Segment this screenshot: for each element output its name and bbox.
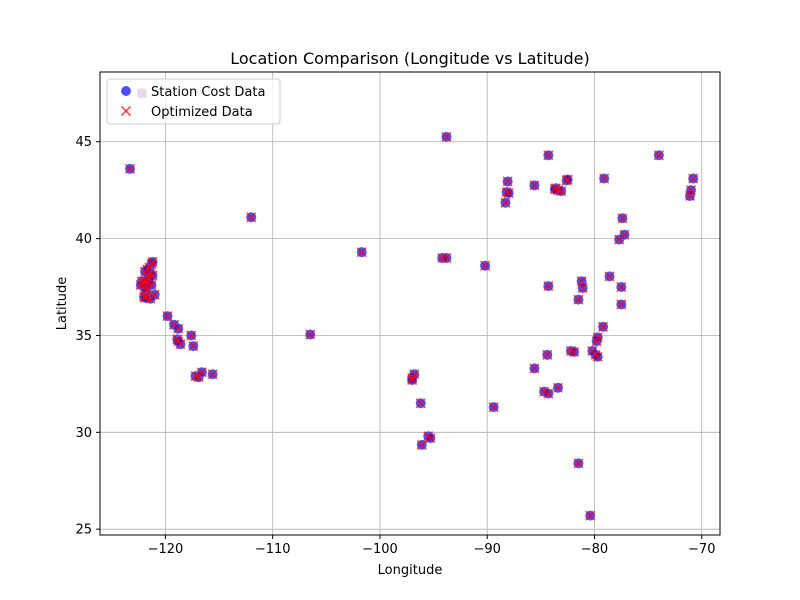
optimized-point [598,321,609,332]
y-tick-label: 25 [75,523,92,538]
optimized-point [407,374,418,386]
x-tick-label: −120 [148,542,184,557]
optimized-point [619,229,630,240]
x-axis-label: Longitude [378,563,443,578]
y-tick-label: 45 [75,135,92,150]
optimized-point [569,346,580,357]
legend-marker-optimized [120,105,132,117]
x-tick-label: −80 [581,542,608,557]
optimized-point [441,252,452,264]
optimized-point [188,341,199,352]
optimized-point [124,163,136,174]
optimized-point [416,439,427,450]
optimized-point [173,323,184,334]
legend-label-station-cost: Station Cost Data [151,85,265,100]
plot-frame [99,71,721,536]
optimized-point [144,274,155,285]
optimized-point [549,184,560,195]
optimized-point [207,369,218,380]
optimized-point [503,188,514,199]
optimized-point [415,398,426,409]
y-tick-label: 35 [75,329,92,344]
optimized-point [592,351,603,362]
optimized-point [585,510,596,521]
x-tick-label: −70 [688,542,715,557]
legend-label-optimized: Optimized Data [151,105,253,120]
optimized-point [552,382,564,393]
optimized-point [529,180,540,191]
optimized-point [685,185,697,196]
legend: Station Cost Data Optimized Data [106,78,281,125]
optimized-point [604,271,615,282]
optimized-point [246,212,257,223]
optimized-point [592,332,603,343]
optimized-point [409,369,420,380]
optimized-point [562,174,573,185]
optimized-point [573,458,584,469]
axis-ticks: −120 −110 −100 −90 −80 −70 25 30 35 40 45 [75,135,715,557]
optimized-point [190,371,201,382]
optimized-point [543,150,554,161]
optimized-point [356,247,367,258]
optimized-point [193,372,204,383]
optimized-point [529,363,540,374]
optimized-point [573,294,584,305]
optimized-point [617,213,628,224]
y-tick-label: 30 [75,426,92,441]
optimized-point [437,252,448,264]
optimized-point [543,388,554,399]
optimized-point [543,280,554,292]
optimized-point [542,349,553,360]
optimized-point [688,173,699,184]
optimized-point [599,173,610,184]
y-axis-label: Latitude [55,277,70,331]
x-tick-label: −100 [362,542,398,557]
chart-title: Location Comparison (Longitude vs Latitu… [230,49,590,68]
optimized-point [488,402,499,413]
optimized-point [500,197,511,208]
optimized-point [142,264,153,275]
optimized-point [616,281,627,293]
optimized-point [616,299,627,310]
x-tick-label: −110 [255,542,291,557]
optimized-point [186,330,197,341]
optimized-point [173,336,184,347]
optimized-point [653,150,664,161]
y-tick-label: 40 [75,232,92,247]
legend-box [106,78,281,125]
optimized-point [425,433,436,444]
optimized-point [577,282,588,294]
optimized-point [305,329,316,340]
optimized-point [147,256,158,267]
legend-marker-station-cost [121,86,131,96]
optimized-point [502,176,513,187]
data-points [124,88,699,521]
optimized-point [441,131,452,142]
optimized-point [556,186,567,197]
optimized-point [196,367,207,378]
optimized-point [480,260,491,271]
grid-lines [100,72,720,535]
x-tick-label: −90 [474,542,501,557]
optimized-point [162,311,173,322]
optimized-point [552,185,564,196]
optimized-point [565,345,576,357]
optimized-point [146,280,157,291]
optimized-point [139,292,151,303]
optimized-point [501,187,512,198]
